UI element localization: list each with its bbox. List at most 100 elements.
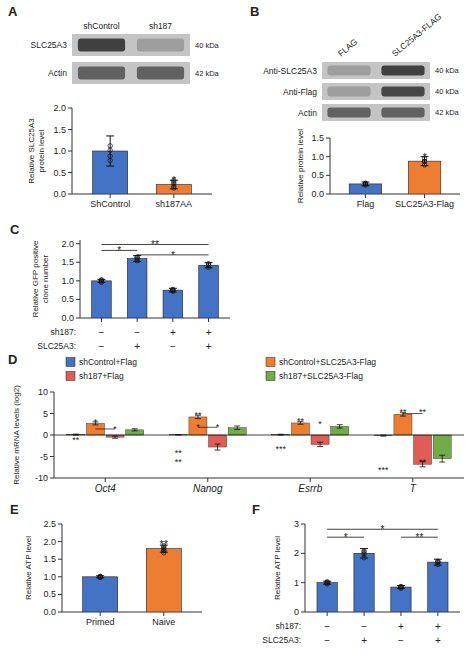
x-row-value: + (361, 635, 367, 646)
error-bar (215, 444, 221, 450)
y-tick-label: 2.0 (53, 103, 66, 113)
significance: * (216, 422, 220, 432)
data-point (99, 278, 103, 282)
bar (394, 414, 412, 435)
x-row-label: sh187: (50, 327, 76, 337)
plot-marks (67, 413, 451, 467)
y-tick (68, 129, 72, 130)
x-tick (412, 478, 413, 482)
y-tick (326, 156, 330, 157)
blot-background (72, 62, 190, 84)
significance: * (172, 174, 177, 186)
y-tick (58, 576, 62, 577)
y-tick-label: -10 (35, 473, 48, 483)
data-point (436, 559, 440, 563)
y-tick-label: 1.0 (61, 276, 74, 286)
significance: ** (416, 532, 424, 543)
y-tick (68, 172, 72, 173)
y-tick-label: -5 (40, 452, 48, 462)
x-tick (137, 318, 138, 322)
data-point (362, 550, 366, 554)
bar (146, 549, 181, 612)
x-tick (365, 194, 366, 198)
y-tick (68, 108, 72, 109)
x-tick-label: sh187AA (156, 199, 193, 209)
x-row-value: + (398, 621, 404, 632)
legend-label: sh187+Flag (79, 371, 124, 381)
x-tick-label: Primed (86, 617, 115, 627)
y-tick-label: 2.0 (43, 537, 56, 547)
data-point (363, 181, 367, 185)
y-tick (326, 194, 330, 195)
x-axis (54, 478, 464, 479)
y-axis (330, 138, 331, 194)
x-tick-label: Nanog (193, 483, 223, 494)
significance-bracket (95, 428, 115, 429)
y-tick-label: 0.5 (311, 170, 324, 180)
x-tick (173, 194, 174, 198)
blot-band (381, 107, 424, 117)
error-bar (112, 436, 118, 438)
x-row-value: + (435, 635, 441, 646)
x-tick (101, 318, 102, 322)
y-axis-label: Relative ATP level (24, 536, 33, 600)
significance: ** (297, 416, 305, 426)
y-tick-label: 1.5 (311, 133, 324, 143)
x-row-value: − (398, 635, 404, 646)
blot-band (78, 66, 125, 79)
y-tick-label: 5 (43, 409, 48, 419)
y-tick (50, 435, 54, 436)
data-point (99, 278, 103, 282)
zero-line (54, 435, 464, 436)
data-point (135, 256, 139, 260)
blot-background (322, 83, 430, 100)
data-point (399, 585, 403, 589)
x-row-value: + (206, 341, 212, 352)
x-tick (424, 194, 425, 198)
y-tick-label: 3 (294, 519, 299, 529)
legend-swatch (266, 372, 275, 381)
bar (163, 290, 183, 318)
bar (92, 281, 112, 318)
blot-band (137, 66, 184, 79)
y-tick-label: 0 (294, 607, 299, 617)
bar (354, 553, 374, 612)
y-tick-label: 0.0 (43, 607, 56, 617)
y-tick-label: 1 (294, 578, 299, 588)
significance: ** (419, 457, 427, 467)
data-point (399, 584, 403, 588)
bar (83, 577, 118, 612)
significance: * (318, 419, 322, 429)
y-tick-label: 2 (294, 548, 299, 558)
data-point (108, 154, 112, 158)
x-tick (172, 318, 173, 322)
x-row-label: sh187: (275, 621, 301, 631)
bar (317, 583, 337, 612)
x-row-label: SLC25A3: (37, 341, 76, 351)
x-row-value: + (435, 621, 441, 632)
y-tick (76, 280, 80, 281)
y-tick (301, 553, 305, 554)
y-tick (58, 559, 62, 560)
y-tick (58, 541, 62, 542)
legend-label: shControl+SLC25A3-Flag (279, 357, 376, 367)
blot-lane-label: FLAG (336, 37, 359, 59)
y-tick-label: 1.0 (311, 152, 324, 162)
y-tick (58, 594, 62, 595)
x-tick-label: SLC25A3-Flag (395, 199, 454, 209)
x-tick (437, 612, 438, 616)
y-tick-label: 1.5 (53, 125, 66, 135)
y-tick (50, 413, 54, 414)
significance: * (381, 524, 385, 535)
x-tick (364, 612, 365, 616)
x-tick (310, 478, 311, 482)
blot-size-label: 40 kDa (435, 66, 460, 75)
significance: * (94, 417, 98, 427)
x-tick-label: Naive (152, 617, 175, 627)
panel-letter: E (10, 502, 19, 517)
x-tick (100, 612, 101, 616)
data-point (98, 575, 102, 579)
blot-row-label: Actin (48, 68, 67, 78)
data-point (108, 148, 112, 152)
panel: 0.00.51.01.52.0Relative SLC25A3protein l… (27, 103, 212, 209)
